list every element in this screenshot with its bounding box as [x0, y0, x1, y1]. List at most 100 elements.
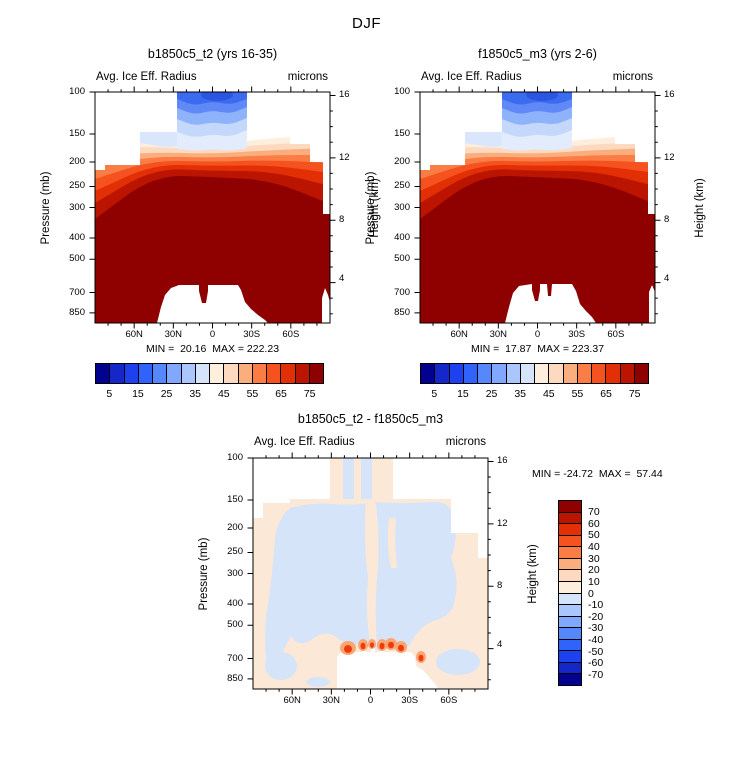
lat-tick-label: 60N — [450, 329, 468, 340]
colorbar-cell — [434, 363, 450, 384]
colorbar-tick-label: 25 — [160, 388, 173, 400]
colorbar — [420, 363, 649, 384]
height-tick-label: 16 — [339, 89, 350, 101]
panel-title: b1850c5_t2 - f1850c5_m3 — [297, 412, 444, 426]
pressure-axis-title: Pressure (mb) — [40, 171, 52, 244]
colorbar-cell — [152, 363, 168, 384]
colorbar-tick-label: 65 — [275, 388, 287, 400]
lat-tick-label: 30N — [322, 695, 341, 706]
height-axis-title: Height (km) — [694, 177, 706, 238]
colorbar-cell — [280, 363, 296, 384]
colorbar-cell — [109, 363, 125, 384]
panel-stats: MIN = -24.72 MAX = 57.44 — [532, 468, 663, 480]
panel-stats: MIN = 20.16 MAX = 222.23 — [145, 343, 280, 355]
colorbar-tick-label: 35 — [514, 388, 527, 400]
colorbar-tick-label: 15 — [132, 388, 144, 400]
pressure-tick-label: 200 — [227, 521, 243, 533]
colorbar-cell — [519, 363, 535, 384]
colorbar-cell — [95, 363, 111, 384]
panel-subtitle-units: microns — [612, 71, 653, 83]
height-axis-title: Height (km) — [527, 543, 539, 604]
colorbar-tick-label: -30 — [588, 622, 604, 635]
pressure-tick-label: 700 — [227, 652, 243, 664]
colorbar-cell — [251, 363, 267, 384]
height-tick-label: 4 — [339, 273, 345, 285]
pressure-tick-label: 700 — [69, 286, 85, 298]
pressure-axis-title: Pressure (mb) — [198, 537, 210, 610]
lat-tick-label: 60N — [283, 695, 301, 706]
colorbar-tick-label: -60 — [588, 657, 604, 670]
lat-tick-label: 30N — [489, 329, 508, 340]
contour-plot — [87, 84, 338, 331]
panel-subtitle-units: microns — [287, 71, 328, 83]
colorbar — [95, 363, 324, 384]
colorbar-tick-label: 50 — [588, 529, 600, 542]
pressure-tick-label: 700 — [394, 286, 410, 298]
colorbar-cell — [534, 363, 550, 384]
height-tick-label: 4 — [497, 639, 503, 651]
colorbar-cell — [123, 363, 139, 384]
colorbar-cell — [505, 363, 521, 384]
colorbar-tick-label: 0 — [588, 587, 594, 600]
colorbar-cell — [591, 363, 607, 384]
colorbar-cell — [619, 363, 635, 384]
panel-subtitle-variable: Avg. Ice Eff. Radius — [421, 71, 522, 83]
colorbar-tick-label: -20 — [588, 610, 604, 623]
colorbar-cell — [194, 363, 210, 384]
colorbar-tick-label: 45 — [217, 388, 230, 400]
colorbar-tick-label: 5 — [431, 388, 438, 400]
colorbar-cell — [294, 363, 310, 384]
lat-tick-label: 60N — [125, 329, 143, 340]
pressure-tick-label: 400 — [394, 231, 410, 243]
colorbar-cell — [166, 363, 182, 384]
colorbar-cell — [605, 363, 621, 384]
height-tick-label: 16 — [664, 89, 675, 101]
panel-subtitle-variable: Avg. Ice Eff. Radius — [254, 436, 355, 448]
pressure-tick-label: 300 — [227, 567, 243, 579]
colorbar-cell — [237, 363, 253, 384]
colorbar-cell — [477, 363, 493, 384]
colorbar-cell — [491, 363, 507, 384]
colorbar-tick-label: 5 — [106, 388, 113, 400]
pressure-tick-label: 150 — [394, 128, 410, 140]
lat-tick-label: 0 — [209, 329, 216, 340]
colorbar-cell — [633, 363, 649, 384]
pressure-tick-label: 200 — [69, 155, 85, 167]
colorbar-cell — [462, 363, 478, 384]
colorbar-cell — [180, 363, 196, 384]
contour-plot — [412, 84, 663, 331]
panel-title: f1850c5_m3 (yrs 2-6) — [478, 47, 597, 61]
contour-plot-canvas — [247, 452, 494, 695]
contour-plot-canvas — [89, 86, 336, 329]
colorbar-tick-label: 60 — [588, 517, 600, 530]
pressure-tick-label: 500 — [227, 619, 243, 631]
contour-plot — [245, 450, 496, 697]
lat-tick-label: 60S — [607, 329, 625, 340]
colorbar-cell — [562, 363, 578, 384]
colorbar-vertical — [558, 500, 582, 686]
colorbar-cell — [420, 363, 436, 384]
pressure-tick-label: 250 — [227, 546, 243, 558]
pressure-tick-label: 850 — [69, 306, 85, 318]
figure-title: DJF — [352, 15, 381, 32]
colorbar-tick-label: 30 — [588, 552, 600, 565]
pressure-tick-label: 200 — [394, 155, 410, 167]
colorbar-tick-label: 10 — [588, 575, 600, 588]
lat-tick-label: 30S — [568, 329, 586, 340]
colorbar-tick-label: -40 — [588, 634, 604, 646]
pressure-tick-label: 100 — [69, 86, 85, 97]
pressure-tick-label: 850 — [394, 306, 410, 318]
panel-title: b1850c5_t2 (yrs 16-35) — [147, 47, 278, 61]
contour-plot-canvas — [414, 86, 661, 329]
colorbar-tick-label: 65 — [600, 388, 612, 400]
height-tick-label: 8 — [664, 214, 670, 226]
pressure-tick-label: 300 — [394, 201, 410, 213]
colorbar-tick-label: -10 — [588, 599, 604, 612]
lat-tick-label: 60S — [282, 329, 300, 340]
colorbar-cell — [209, 363, 225, 384]
colorbar-cell — [308, 363, 324, 384]
lat-tick-label: 60S — [440, 695, 458, 706]
lat-tick-label: 30S — [243, 329, 261, 340]
colorbar-tick-label: 40 — [588, 541, 600, 553]
